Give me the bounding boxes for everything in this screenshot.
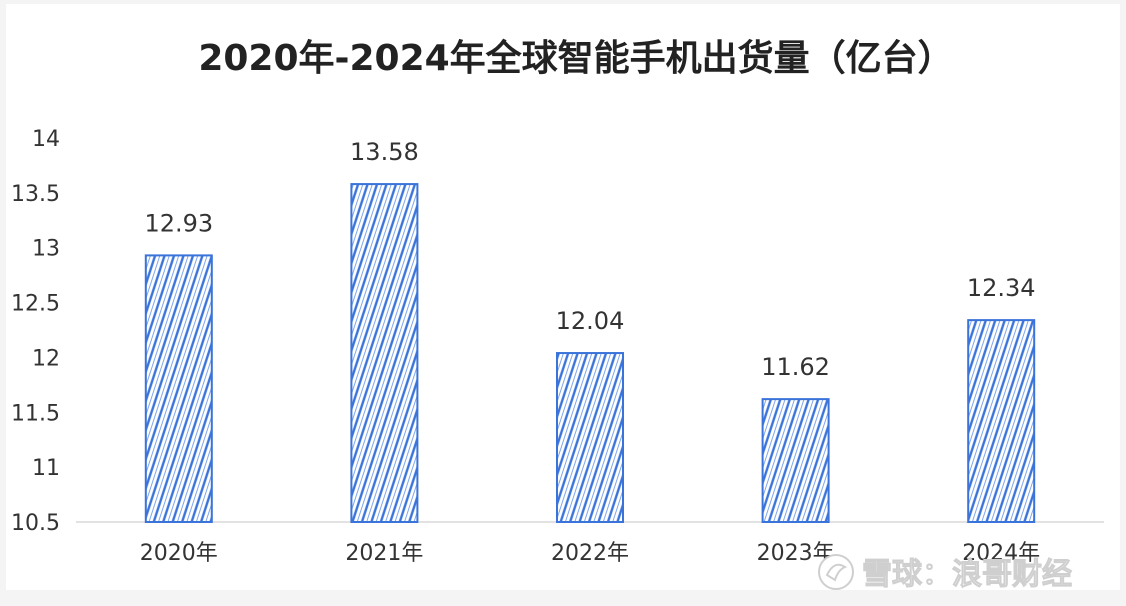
y-axis: 10.5 11 11.5 12 12.5 13 13.5 14 — [11, 127, 60, 536]
bar — [556, 352, 624, 524]
chart-title: 2020年-2024年全球智能手机出货量（亿台） — [198, 37, 953, 79]
y-tick-label: 12.5 — [11, 292, 60, 317]
y-tick-label: 11.5 — [11, 401, 60, 426]
bar — [761, 398, 830, 523]
y-tick-label: 10.5 — [11, 511, 60, 536]
y-tick-label: 12 — [32, 346, 60, 371]
bar — [350, 183, 419, 524]
x-tick-label: 2021年 — [345, 541, 423, 566]
data-label: 12.34 — [967, 274, 1036, 302]
x-axis: 2020年 2021年 2022年 2023年 2024年 — [140, 541, 1040, 566]
bars: 12.93 13.58 12.04 11.62 12.34 — [144, 138, 1036, 524]
bar — [144, 254, 213, 523]
y-tick-label: 13.5 — [11, 182, 60, 207]
watermark-text: 雪球：浪哥财经 — [862, 557, 1072, 592]
data-label: 11.62 — [761, 353, 830, 381]
watermark: 雪球：浪哥财经 — [818, 554, 1073, 593]
bar — [967, 319, 1036, 523]
snowball-logo-icon — [818, 554, 854, 590]
x-tick-label: 2020年 — [140, 541, 218, 566]
y-tick-label: 14 — [32, 127, 60, 152]
x-tick-label: 2024年 — [962, 541, 1040, 566]
data-label: 12.93 — [144, 209, 213, 237]
data-label: 12.04 — [556, 307, 625, 335]
x-tick-label: 2022年 — [551, 541, 629, 566]
data-label: 13.58 — [350, 138, 419, 166]
y-tick-label: 11 — [32, 456, 60, 481]
y-tick-label: 13 — [32, 237, 60, 262]
